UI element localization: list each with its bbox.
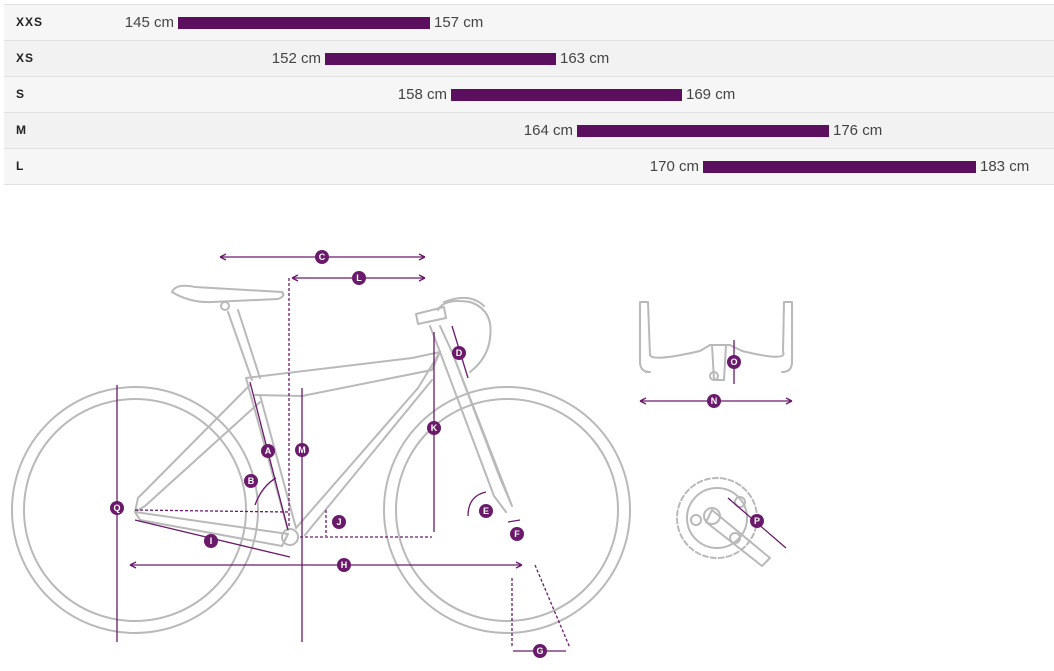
bike-frame-drawing	[11, 284, 793, 634]
chainring-hole	[734, 496, 746, 508]
bike-geometry-diagram: C L D A M K B Q E J F I H G O N P	[11, 250, 793, 658]
size-label: S	[16, 87, 26, 101]
svg-text:L: L	[356, 273, 362, 283]
head-tube	[429, 325, 453, 353]
handlebar	[437, 296, 492, 373]
crank-arm	[705, 509, 771, 567]
size-min-height: 145 cm	[124, 14, 174, 31]
crank-spindle	[703, 507, 721, 525]
svg-text:A: A	[265, 446, 272, 456]
svg-text:E: E	[483, 506, 489, 516]
marker-P-icon: P	[750, 514, 764, 528]
marker-D-icon: D	[452, 346, 466, 360]
size-label: XXS	[16, 15, 44, 29]
size-range-bar	[577, 125, 829, 137]
marker-H-icon: H	[337, 558, 351, 572]
size-max-height: 176 cm	[833, 122, 883, 139]
saddle	[171, 284, 285, 304]
svg-text:O: O	[730, 357, 737, 367]
size-range-bar	[451, 89, 682, 101]
size-row-l: L 170 cm 183 cm	[4, 148, 1054, 185]
svg-text:J: J	[336, 517, 341, 527]
chainring-inner	[686, 487, 748, 549]
marker-B-icon: B	[244, 474, 258, 488]
front-wheel-rim	[395, 398, 619, 622]
svg-text:M: M	[298, 445, 306, 455]
size-label: M	[16, 123, 27, 137]
dim-H	[129, 561, 523, 569]
front-wheel	[383, 386, 631, 634]
handlebar-front-view	[639, 301, 793, 381]
marker-N-icon: N	[707, 394, 721, 408]
size-min-height: 158 cm	[397, 86, 447, 103]
size-chart: XXS 145 cm 157 cm XS 152 cm 163 cm S 158…	[4, 4, 1054, 185]
dim-B	[254, 477, 277, 506]
marker-J-icon: J	[332, 515, 346, 529]
geometry-markers: C L D A M K B Q E J F I H G O N P	[110, 250, 764, 658]
saddle-clamp	[220, 301, 230, 311]
marker-M-icon: M	[295, 443, 309, 457]
svg-text:K: K	[431, 423, 438, 433]
size-row-xs: XS 152 cm 163 cm	[4, 40, 1054, 76]
size-row-s: S 158 cm 169 cm	[4, 76, 1054, 112]
svg-text:Q: Q	[113, 503, 120, 513]
marker-K-icon: K	[427, 421, 441, 435]
fork	[439, 351, 513, 513]
marker-L-icon: L	[352, 271, 366, 285]
svg-text:D: D	[456, 348, 463, 358]
svg-text:F: F	[514, 529, 520, 539]
svg-text:B: B	[248, 476, 255, 486]
size-label: XS	[16, 51, 35, 65]
bottom-bracket	[281, 528, 299, 546]
chain-stay	[134, 511, 289, 547]
svg-text:C: C	[319, 252, 326, 262]
marker-G-icon: G	[533, 644, 547, 658]
chainring-hole	[690, 514, 702, 526]
svg-text:I: I	[210, 536, 213, 546]
marker-O-icon: O	[727, 355, 741, 369]
seatpost	[227, 309, 261, 381]
size-max-height: 169 cm	[686, 86, 736, 103]
size-range-bar	[703, 161, 976, 173]
stem-bolt	[709, 371, 719, 381]
dim-J	[300, 510, 432, 538]
size-min-height: 152 cm	[271, 50, 321, 67]
svg-text:N: N	[711, 396, 718, 406]
size-range-bar	[178, 17, 430, 29]
marker-F-icon: F	[510, 527, 524, 541]
rear-wheel-rim	[23, 398, 247, 622]
size-max-height: 157 cm	[434, 14, 484, 31]
size-range-bar	[325, 53, 556, 65]
dim-E	[467, 491, 487, 517]
size-max-height: 183 cm	[980, 158, 1030, 175]
stem	[415, 306, 447, 325]
size-max-height: 163 cm	[560, 50, 610, 67]
chainring-hole	[729, 532, 741, 544]
svg-text:G: G	[536, 646, 543, 656]
marker-E-icon: E	[479, 504, 493, 518]
dashed-guides	[134, 278, 571, 649]
down-tube	[295, 351, 441, 536]
size-min-height: 170 cm	[649, 158, 699, 175]
svg-text:P: P	[754, 516, 760, 526]
dimension-lines	[116, 253, 793, 652]
size-row-xxs: XXS 145 cm 157 cm	[4, 4, 1054, 40]
size-label: L	[16, 159, 25, 173]
svg-text:H: H	[341, 560, 348, 570]
chainring-outer	[676, 477, 758, 559]
marker-C-icon: C	[315, 250, 329, 264]
size-row-m: M 164 cm 176 cm	[4, 112, 1054, 148]
marker-A-icon: A	[261, 444, 275, 458]
rear-wheel	[11, 386, 259, 634]
top-tube	[245, 351, 441, 397]
marker-I-icon: I	[204, 534, 218, 548]
dim-F	[507, 519, 521, 523]
marker-Q-icon: Q	[110, 501, 124, 515]
size-min-height: 164 cm	[523, 122, 573, 139]
